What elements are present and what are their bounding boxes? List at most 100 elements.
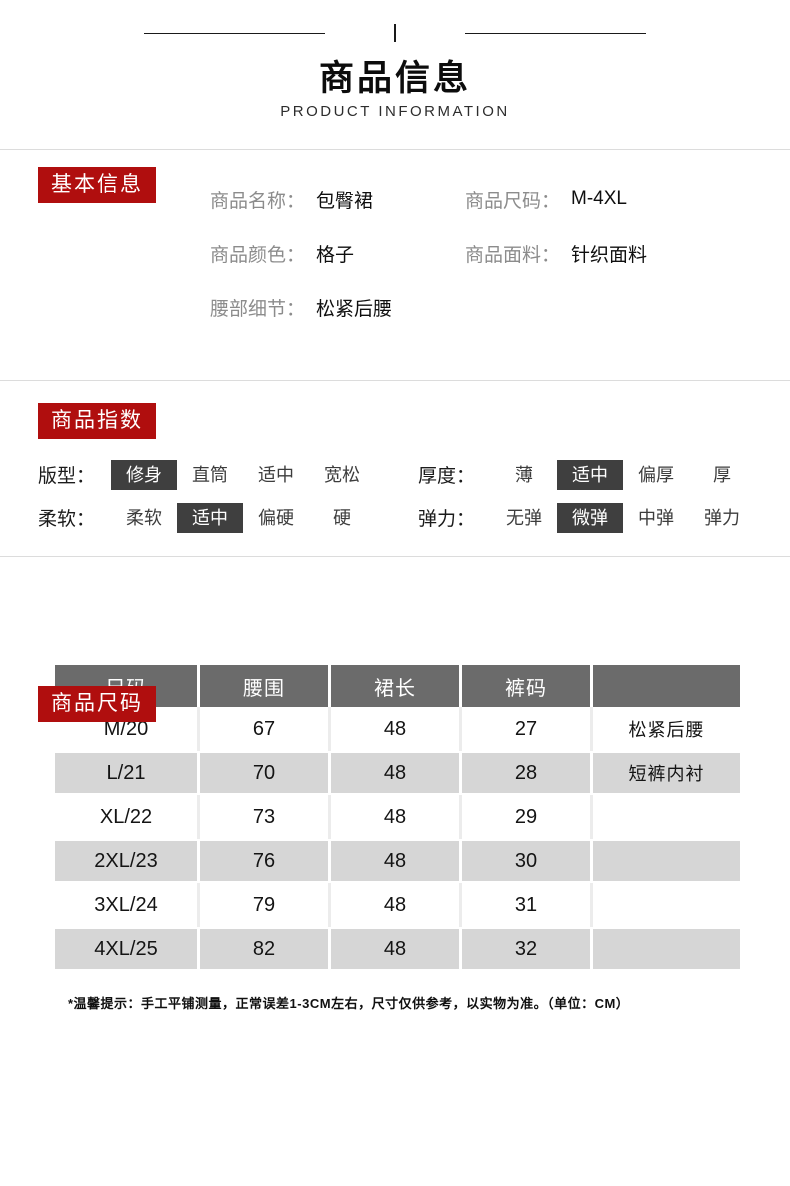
index-options: 修身 直筒 适中 宽松 bbox=[111, 459, 375, 490]
size-chart-section: 商品尺码 尺码 腰围 裙长 裤码 M/20 67 48 27 松紧后腰 L/21… bbox=[0, 665, 790, 1186]
index-option: 柔软 bbox=[126, 507, 163, 528]
header-decoration bbox=[0, 23, 790, 43]
measurement-note: *温馨提示：手工平铺测量，正常误差1-3CM左右，尺寸仅供参考，以实物为准。（单… bbox=[68, 996, 630, 1011]
index-option: 中弹 bbox=[638, 507, 675, 528]
index-row-label: 柔软： bbox=[38, 509, 96, 530]
basic-info-section: 基本信息 商品名称： 包臀裙 商品尺码： M-4XL 商品颜色： 格子 商品面料… bbox=[0, 150, 790, 381]
index-option: 弹力 bbox=[704, 507, 741, 528]
decoration-line-left bbox=[144, 32, 325, 34]
size-table-row: 2XL/23 76 48 30 bbox=[55, 839, 740, 883]
size-table-row: 3XL/24 79 48 31 bbox=[55, 883, 740, 927]
size-table-cell: 32 bbox=[462, 929, 593, 969]
size-table-cell bbox=[593, 929, 740, 969]
size-table-cell: 短裤内衬 bbox=[628, 764, 705, 784]
size-table-cell: XL/22 bbox=[55, 795, 200, 839]
index-row-label: 版型： bbox=[38, 466, 96, 487]
decoration-center-tick bbox=[394, 24, 396, 42]
info-field-value: 松紧后腰 bbox=[316, 298, 393, 320]
size-table-cell: 70 bbox=[200, 753, 331, 793]
size-table-cell bbox=[593, 795, 740, 839]
info-field-label: 商品颜色： bbox=[210, 244, 306, 266]
info-field-value: M-4XL bbox=[571, 188, 627, 209]
size-table-row: 4XL/25 82 48 32 bbox=[55, 927, 740, 971]
index-option: 适中 bbox=[258, 464, 295, 485]
size-table-cell: M/20 bbox=[55, 707, 200, 751]
info-field-fabric: 商品面料： 针织面料 bbox=[465, 226, 790, 280]
size-table-cell: 31 bbox=[462, 883, 593, 927]
index-options: 柔软 适中 偏硬 硬 bbox=[111, 502, 375, 533]
info-field-value: 针织面料 bbox=[571, 244, 648, 266]
size-table-header-row: 尺码 腰围 裙长 裤码 bbox=[55, 665, 740, 707]
size-table-cell: 29 bbox=[462, 795, 593, 839]
index-option: 适中 bbox=[557, 459, 624, 490]
index-option: 宽松 bbox=[324, 464, 361, 485]
index-option: 偏厚 bbox=[638, 464, 675, 485]
size-table-header-cell bbox=[593, 665, 740, 707]
size-table-header-cell: 腰围 bbox=[200, 665, 331, 707]
info-field-color: 商品颜色： 格子 bbox=[210, 226, 465, 280]
index-row-elasticity: 弹力： 无弹 微弹 中弹 弹力 bbox=[418, 496, 790, 539]
basic-info-badge: 基本信息 bbox=[38, 167, 156, 203]
size-table-cell: 48 bbox=[331, 707, 462, 751]
size-table-cell: 82 bbox=[200, 929, 331, 969]
product-info-page: { "header": { "title": "商品信息", "subtitle… bbox=[0, 0, 790, 1011]
info-field-value: 格子 bbox=[316, 244, 355, 266]
size-table-cell: 48 bbox=[331, 841, 462, 881]
index-options: 无弹 微弹 中弹 弹力 bbox=[491, 502, 755, 533]
index-option: 无弹 bbox=[506, 507, 543, 528]
size-table-row: L/21 70 48 28 短裤内衬 bbox=[55, 751, 740, 795]
index-row-label: 弹力： bbox=[418, 509, 476, 530]
size-table-cell: 76 bbox=[200, 841, 331, 881]
info-field-label: 商品名称： bbox=[210, 190, 306, 212]
index-option: 薄 bbox=[515, 464, 534, 485]
index-option: 适中 bbox=[177, 502, 244, 533]
size-table-cell: 48 bbox=[331, 795, 462, 839]
size-table-cell: 4XL/25 bbox=[55, 929, 200, 969]
index-option: 偏硬 bbox=[258, 507, 295, 528]
info-field-name: 商品名称： 包臀裙 bbox=[210, 172, 465, 226]
size-table-cell: 松紧后腰 bbox=[628, 720, 705, 740]
size-table-row: M/20 67 48 27 松紧后腰 bbox=[55, 707, 740, 751]
size-table-cell: 48 bbox=[331, 929, 462, 969]
size-table-cell: 79 bbox=[200, 883, 331, 927]
product-index-section: 商品指数 版型： 修身 直筒 适中 宽松 厚度： 薄 适中 偏厚 厚 柔软： 柔… bbox=[0, 381, 790, 557]
decoration-line-right bbox=[465, 32, 646, 34]
info-field-label: 商品尺码： bbox=[465, 190, 561, 212]
size-table-cell: 67 bbox=[200, 707, 331, 751]
info-field-label: 腰部细节： bbox=[210, 298, 306, 320]
basic-info-fields: 商品名称： 包臀裙 商品尺码： M-4XL 商品颜色： 格子 商品面料： 针织面… bbox=[210, 150, 790, 334]
index-option: 直筒 bbox=[192, 464, 229, 485]
size-table-cell: 27 bbox=[462, 707, 593, 751]
index-option: 硬 bbox=[333, 507, 352, 528]
page-subtitle: PRODUCT INFORMATION bbox=[280, 103, 510, 120]
index-row-thickness: 厚度： 薄 适中 偏厚 厚 bbox=[418, 453, 790, 496]
size-table-cell bbox=[593, 883, 740, 927]
index-option: 厚 bbox=[713, 464, 732, 485]
info-field-value: 包臀裙 bbox=[316, 190, 374, 212]
size-table: 尺码 腰围 裙长 裤码 M/20 67 48 27 松紧后腰 L/21 70 4… bbox=[55, 665, 740, 971]
info-field-waist-detail: 腰部细节： 松紧后腰 bbox=[210, 280, 465, 334]
index-row-label: 厚度： bbox=[418, 466, 476, 487]
page-header: 商品信息 PRODUCT INFORMATION bbox=[0, 0, 790, 150]
index-option: 修身 bbox=[111, 459, 178, 490]
index-option: 微弹 bbox=[557, 502, 624, 533]
size-table-cell: L/21 bbox=[55, 753, 200, 793]
size-table-cell: 30 bbox=[462, 841, 593, 881]
size-table-cell: 48 bbox=[331, 753, 462, 793]
index-options: 薄 适中 偏厚 厚 bbox=[491, 459, 755, 490]
size-table-cell: 28 bbox=[462, 753, 593, 793]
size-table-cell bbox=[593, 841, 740, 881]
size-table-row: XL/22 73 48 29 bbox=[55, 795, 740, 839]
product-index-badge: 商品指数 bbox=[38, 403, 156, 439]
size-table-cell: 2XL/23 bbox=[55, 841, 200, 881]
index-row-softness: 柔软： 柔软 适中 偏硬 硬 bbox=[38, 496, 418, 539]
size-chart-badge: 商品尺码 bbox=[38, 686, 156, 722]
size-table-header-cell: 裙长 bbox=[331, 665, 462, 707]
index-rows: 版型： 修身 直筒 适中 宽松 厚度： 薄 适中 偏厚 厚 柔软： 柔软 适中 … bbox=[0, 381, 790, 539]
page-title: 商品信息 bbox=[318, 59, 471, 98]
size-table-cell: 48 bbox=[331, 883, 462, 927]
size-table-header-cell: 裤码 bbox=[462, 665, 593, 707]
index-row-fit: 版型： 修身 直筒 适中 宽松 bbox=[38, 453, 418, 496]
info-field-size: 商品尺码： M-4XL bbox=[465, 172, 790, 226]
info-field-label: 商品面料： bbox=[465, 244, 561, 266]
